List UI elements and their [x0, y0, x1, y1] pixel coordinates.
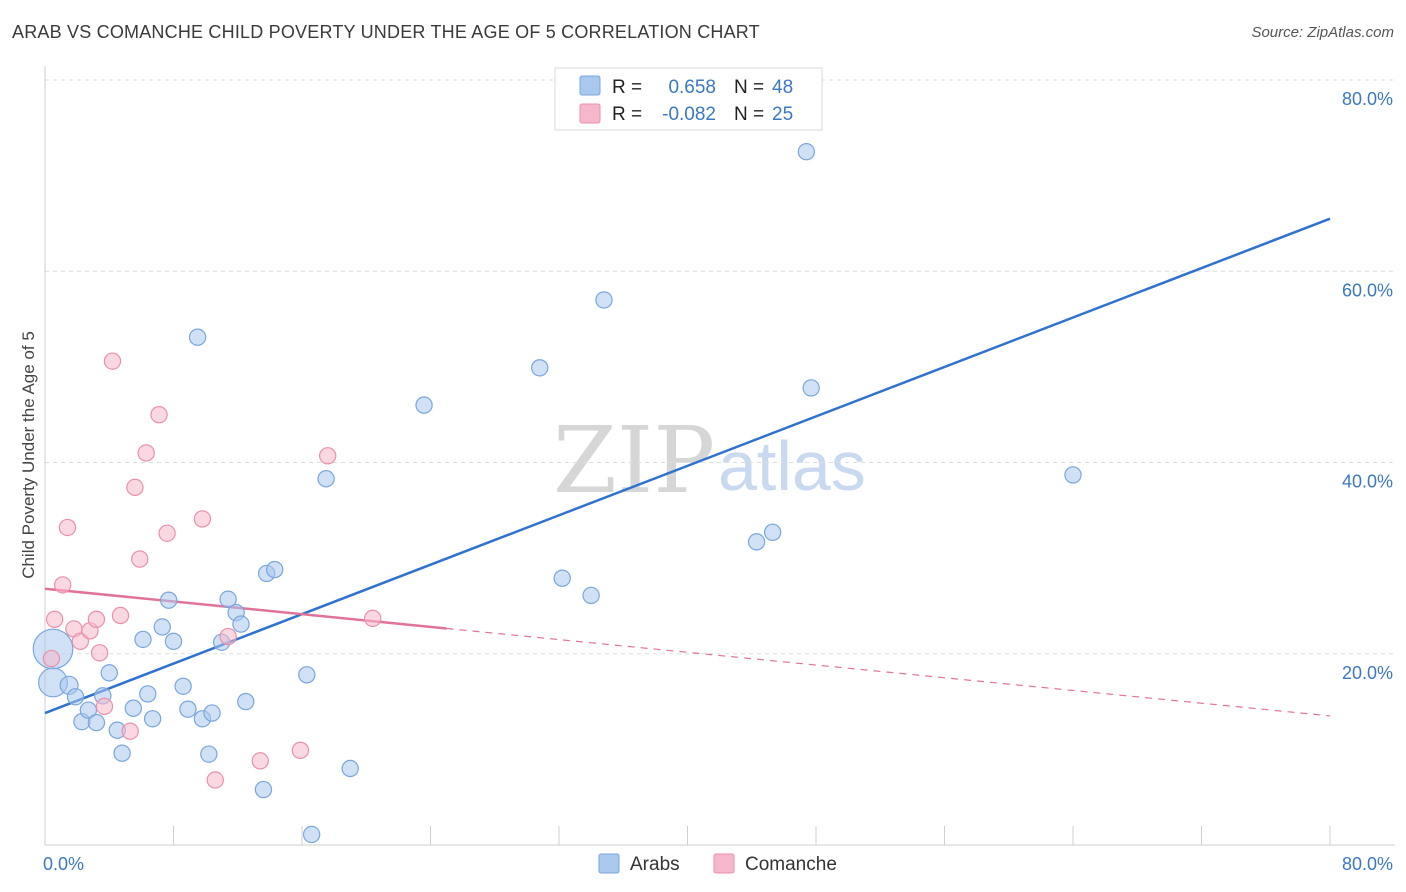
- point-arabs: [1064, 466, 1082, 484]
- point-comanche: [193, 510, 212, 528]
- y-axis-label: Child Poverty Under the Age of 5: [19, 331, 38, 579]
- point-arabs: [188, 328, 207, 346]
- legend-swatch-comanche: [579, 103, 601, 124]
- y-tick-label: 40.0%: [1342, 472, 1393, 492]
- legend-n-value: 25: [772, 104, 793, 125]
- point-arabs: [232, 615, 250, 633]
- point-arabs: [553, 569, 571, 587]
- legend-swatch-comanche: [713, 853, 735, 874]
- point-comanche: [251, 752, 269, 770]
- legend-r-label: R =: [612, 104, 642, 125]
- point-arabs: [254, 780, 273, 799]
- legend-r-label: R =: [612, 77, 642, 98]
- watermark-atlas: atlas: [718, 427, 866, 505]
- point-comanche: [87, 610, 106, 629]
- legend-label-arabs: Arabs: [630, 854, 680, 875]
- point-arabs: [174, 677, 192, 695]
- point-comanche: [53, 576, 72, 594]
- legend-label-comanche: Comanche: [745, 854, 837, 875]
- x-tick-label: 80.0%: [1342, 854, 1393, 874]
- point-comanche: [111, 606, 130, 625]
- point-arabs: [159, 591, 178, 609]
- watermark-zip: ZIP: [553, 407, 715, 514]
- point-arabs: [219, 590, 237, 608]
- point-arabs: [134, 630, 152, 649]
- source-label: Source: ZipAtlas.com: [1251, 24, 1394, 41]
- legend-n-value: 48: [772, 77, 793, 98]
- axes: [44, 66, 1395, 846]
- point-arabs: [79, 701, 98, 719]
- y-tick-label: 20.0%: [1342, 663, 1393, 683]
- point-comanche: [363, 609, 382, 628]
- point-arabs: [237, 692, 255, 711]
- gridlines: [45, 79, 1395, 655]
- point-comanche: [45, 610, 64, 629]
- point-comanche: [126, 478, 144, 497]
- point-comanche: [206, 771, 224, 789]
- trend-line: [44, 217, 1331, 715]
- point-arabs: [595, 291, 613, 309]
- point-comanche: [95, 697, 114, 716]
- point-arabs: [802, 379, 820, 397]
- point-arabs: [87, 713, 106, 732]
- point-arabs: [200, 745, 218, 763]
- point-comanche: [131, 550, 149, 568]
- correlation-legend: R = 0.658 N = 48 R = -0.082 N = 25: [554, 67, 823, 131]
- data-points: [32, 143, 1082, 844]
- point-arabs: [139, 685, 157, 703]
- legend-r-value: 0.658: [668, 77, 716, 98]
- point-comanche: [291, 741, 310, 760]
- legend-swatch-arabs: [579, 75, 601, 96]
- point-comanche: [103, 352, 122, 370]
- point-comanche: [42, 649, 61, 668]
- point-comanche: [158, 524, 176, 542]
- legend-n-label: N =: [734, 77, 764, 98]
- point-arabs: [317, 470, 335, 488]
- x-tick-label: 0.0%: [43, 854, 84, 874]
- legend-swatch-arabs: [598, 853, 620, 874]
- point-arabs: [341, 759, 359, 778]
- point-arabs: [298, 666, 316, 684]
- point-comanche: [58, 518, 77, 537]
- point-arabs: [797, 143, 816, 161]
- point-arabs: [203, 704, 221, 722]
- point-arabs: [265, 560, 284, 579]
- chart-title: ARAB VS COMANCHE CHILD POVERTY UNDER THE…: [12, 22, 760, 42]
- point-arabs: [582, 586, 600, 605]
- point-arabs: [531, 359, 549, 377]
- point-arabs: [124, 699, 143, 717]
- point-arabs: [113, 744, 131, 762]
- y-tick-label: 60.0%: [1342, 280, 1393, 300]
- point-arabs: [100, 664, 118, 682]
- legend-n-label: N =: [734, 104, 764, 125]
- point-comanche: [90, 644, 109, 662]
- point-arabs: [763, 523, 782, 542]
- y-tick-label: 80.0%: [1342, 89, 1393, 109]
- point-arabs: [153, 618, 171, 636]
- point-comanche: [319, 447, 337, 465]
- series-legend: Arabs Comanche: [598, 853, 837, 875]
- point-arabs: [179, 700, 197, 718]
- point-comanche: [121, 722, 139, 740]
- watermark: ZIP atlas: [553, 407, 866, 514]
- point-arabs: [143, 710, 162, 728]
- point-arabs: [66, 688, 85, 706]
- point-arabs: [415, 396, 433, 414]
- trend-line-extension: [446, 627, 1331, 717]
- point-arabs: [747, 533, 766, 551]
- point-comanche: [137, 444, 155, 462]
- point-comanche: [219, 627, 237, 646]
- legend-r-value: -0.082: [662, 104, 716, 125]
- tick-labels: 20.0% 40.0% 60.0% 80.0% 0.0% 80.0%: [43, 89, 1393, 874]
- point-arabs: [302, 825, 321, 844]
- point-comanche: [150, 405, 168, 424]
- point-arabs: [164, 632, 183, 651]
